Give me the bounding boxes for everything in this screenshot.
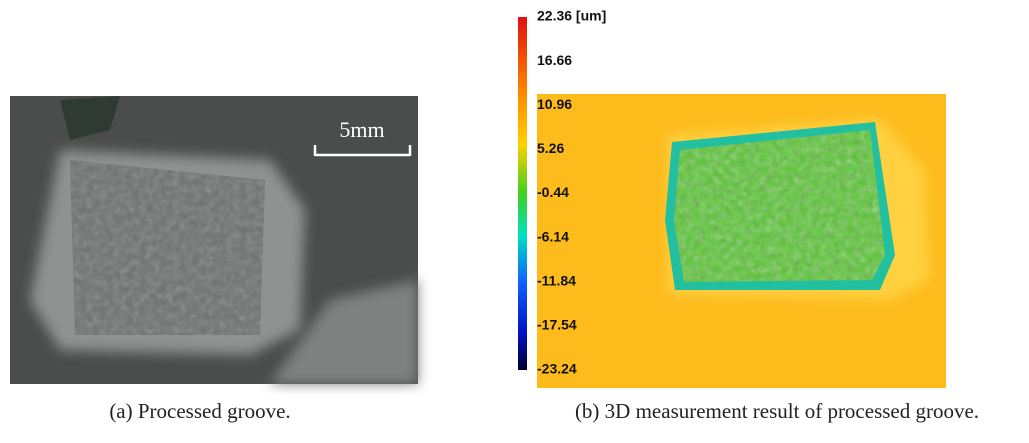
colorbar-label: 5.26 <box>537 140 564 156</box>
colorbar-label: -6.14 <box>537 228 569 244</box>
photo: 5mm <box>10 96 418 384</box>
colorbar-label: 16.66 <box>537 52 572 68</box>
figure: 5mm 22.36 [um] 16.66 10.96 5.26 -0.44 -6.14 -1… <box>0 0 1029 443</box>
height-map <box>537 94 946 388</box>
colorbar-label: -0.44 <box>537 184 569 200</box>
colorbar-label: -23.24 <box>537 361 577 377</box>
page: 5mm 22.36 [um] 16.66 10.96 5.26 -0.44 -6.14 -1… <box>0 0 1029 443</box>
scale-label: 5mm <box>339 117 384 142</box>
colorbar-label: 10.96 <box>537 96 572 112</box>
colorbar-label: -17.54 <box>537 317 577 333</box>
colorbar <box>518 17 527 370</box>
colorbar-label: -11.84 <box>537 272 576 288</box>
colorbar-label: 22.36 [um] <box>537 8 606 24</box>
caption: (b) 3D measurement result of processed g… <box>575 399 979 423</box>
caption: (a) Processed groove. <box>109 399 290 423</box>
